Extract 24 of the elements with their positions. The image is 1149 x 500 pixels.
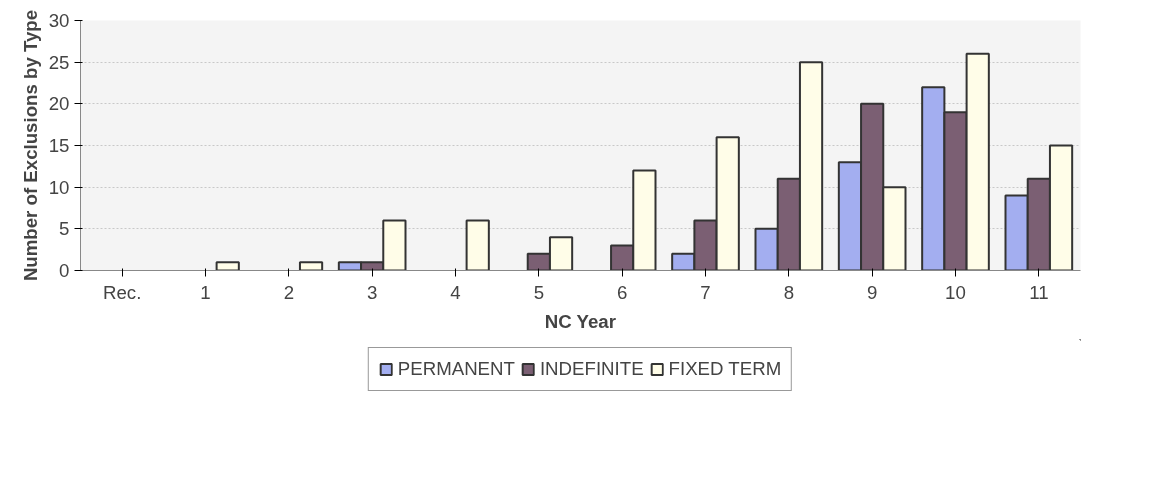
x-tick-label: 7 bbox=[700, 281, 711, 303]
y-tick-label: 20 bbox=[48, 93, 70, 115]
x-tick-label: 1 bbox=[200, 281, 211, 303]
legend-label: FIXED TERM bbox=[668, 358, 782, 380]
x-tick-label: 6 bbox=[616, 281, 628, 303]
x-tick-label: 9 bbox=[866, 281, 878, 303]
y-axis-title: Number of Exclusions by Type bbox=[19, 9, 41, 282]
y-tick-label: 15 bbox=[48, 135, 70, 156]
x-tick-label: 8 bbox=[783, 281, 795, 303]
y-tick-label: 10 bbox=[48, 176, 70, 198]
x-tick-label: 11 bbox=[1029, 281, 1049, 303]
x-tick-label: 10 bbox=[945, 281, 966, 303]
x-tick-label: 2 bbox=[283, 281, 295, 303]
legend-label: INDEFINITE bbox=[539, 358, 644, 380]
x-tick-label: 3 bbox=[366, 281, 378, 303]
x-tick-label: Rec. bbox=[102, 281, 142, 303]
x-axis-title: NC Year bbox=[544, 310, 616, 332]
y-tick-label: 5 bbox=[59, 218, 70, 240]
y-tick-label: 25 bbox=[48, 51, 70, 73]
y-tick-label: 0 bbox=[59, 260, 70, 281]
x-tick-label: 5 bbox=[533, 281, 545, 303]
y-tick-label: 30 bbox=[48, 10, 70, 31]
legend-label: PERMANENT bbox=[397, 358, 515, 380]
x-tick-label: 4 bbox=[450, 281, 461, 303]
